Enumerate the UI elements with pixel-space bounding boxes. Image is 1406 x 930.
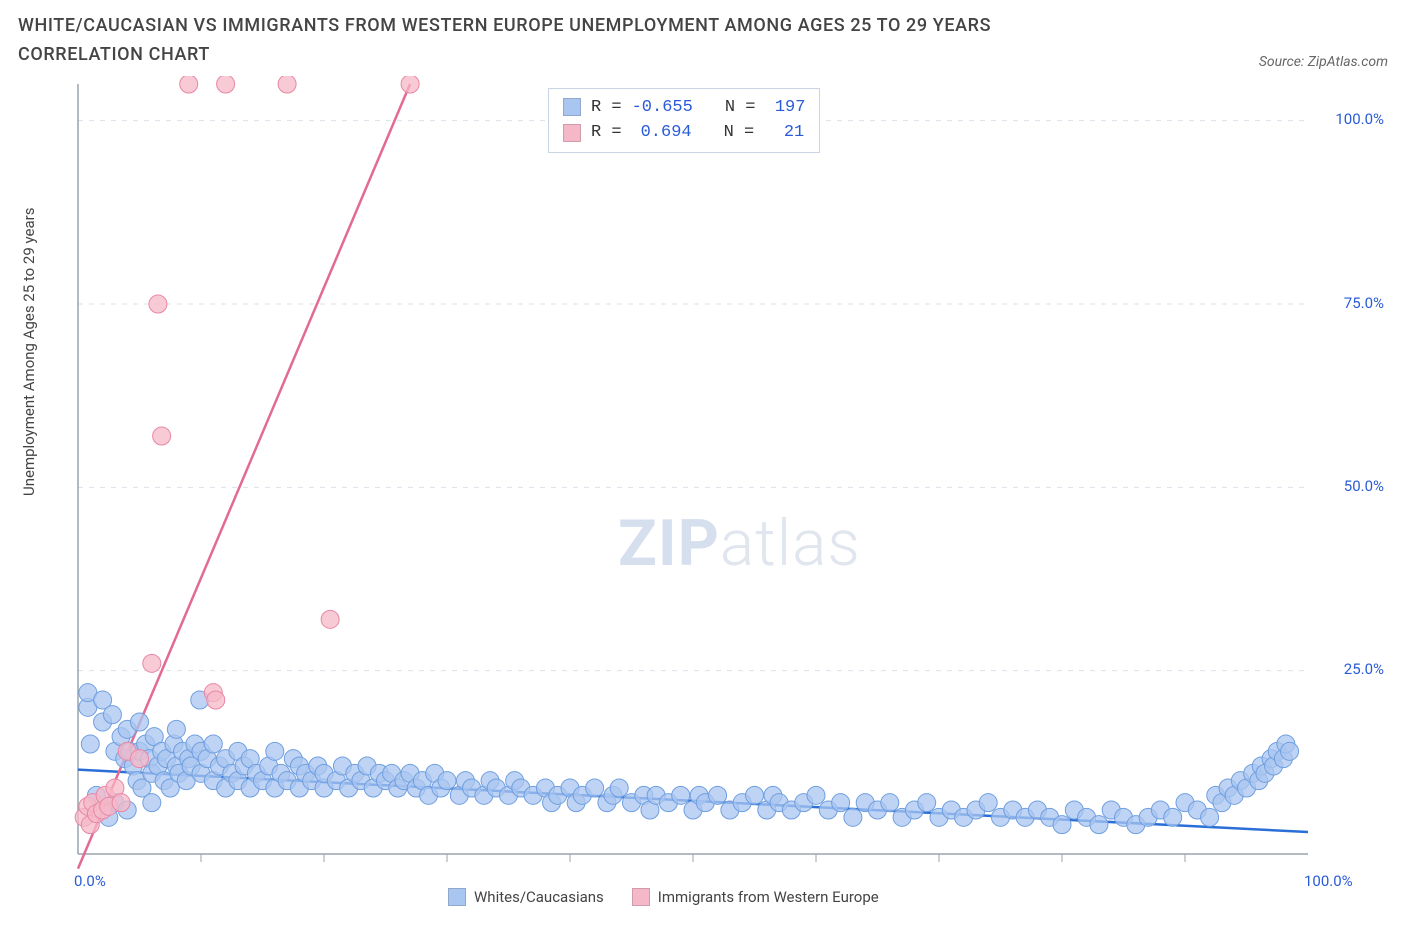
legend-swatch (632, 888, 650, 906)
chart-container: Unemployment Among Ages 25 to 29 years Z… (18, 76, 1388, 906)
legend: Whites/Caucasians Immigrants from Western… (448, 888, 879, 906)
stat-row: R =0.694N = 21 (563, 120, 805, 146)
y-tick-label: 75.0% (1314, 294, 1384, 312)
legend-item: Whites/Caucasians (448, 888, 604, 906)
y-axis-label: Unemployment Among Ages 25 to 29 years (20, 207, 38, 495)
y-tick-label: 50.0% (1314, 477, 1384, 495)
chart-title: WHITE/CAUCASIAN VS IMMIGRANTS FROM WESTE… (18, 12, 1118, 70)
stat-swatch (563, 124, 581, 142)
legend-label: Whites/Caucasians (474, 888, 604, 906)
correlation-stats-box: R =-0.655N =197R =0.694N = 21 (548, 88, 820, 153)
stat-swatch (563, 98, 581, 116)
legend-item: Immigrants from Western Europe (632, 888, 879, 906)
x-tick-label: 100.0% (1304, 872, 1353, 890)
legend-swatch (448, 888, 466, 906)
y-tick-label: 100.0% (1314, 110, 1384, 128)
x-tick-label: 0.0% (74, 872, 106, 890)
y-tick-label: 25.0% (1314, 660, 1384, 678)
source-attribution: Source: ZipAtlas.com (1259, 54, 1388, 70)
scatter-plot (18, 76, 1388, 904)
stat-row: R =-0.655N =197 (563, 95, 805, 121)
legend-label: Immigrants from Western Europe (658, 888, 879, 906)
